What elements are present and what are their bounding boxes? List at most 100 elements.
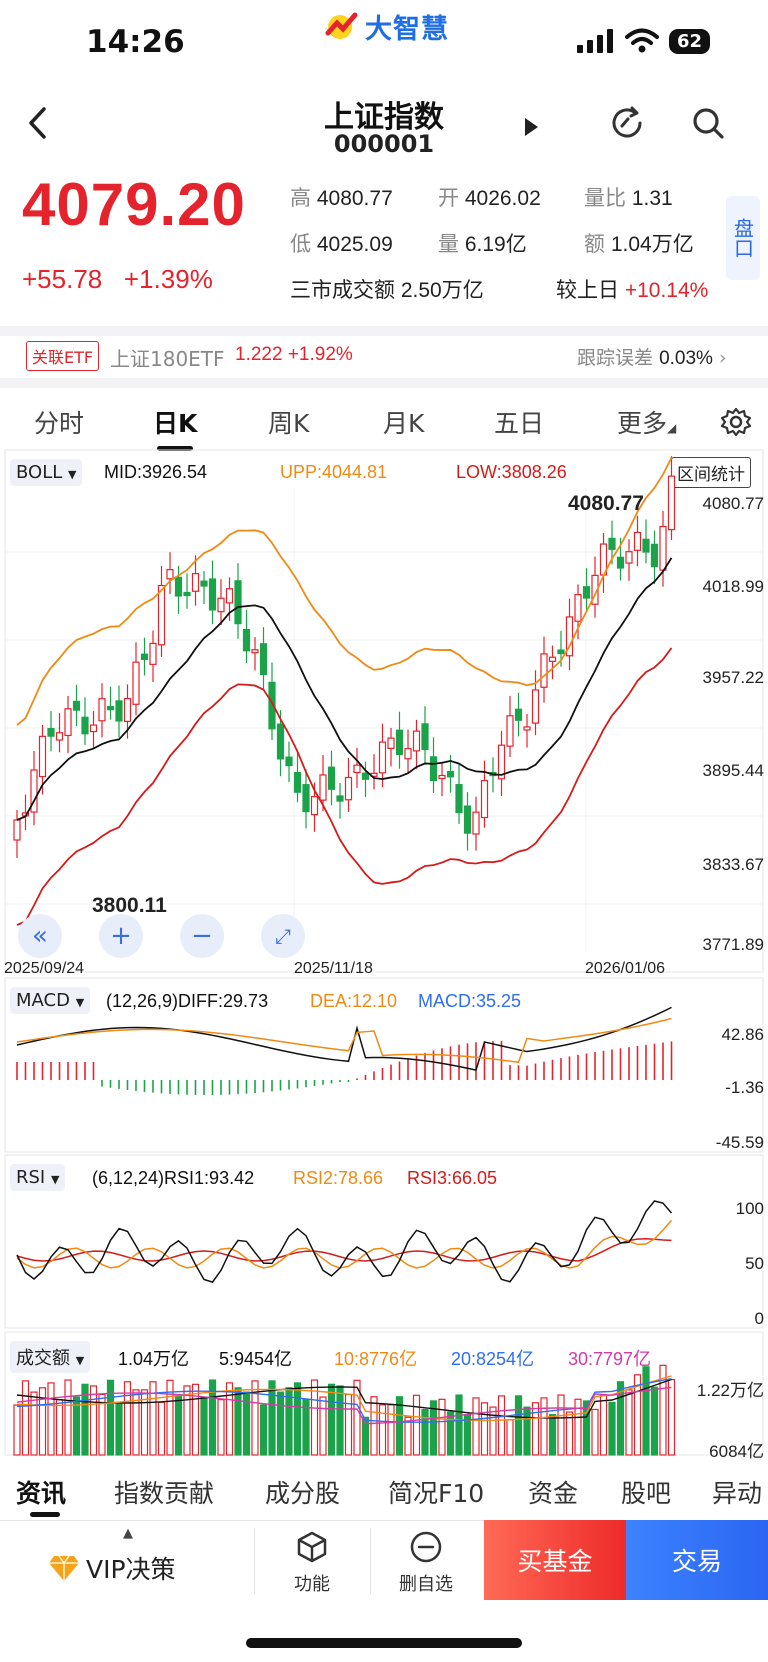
boll-upper-line bbox=[16, 457, 673, 726]
candle-body bbox=[361, 772, 370, 780]
boll-low: LOW:3808.26 bbox=[456, 462, 567, 482]
rsi1-line bbox=[16, 1200, 673, 1283]
rsi-y-tick: 0 bbox=[754, 1309, 764, 1328]
rsi-selector[interactable]: RSI ▼ bbox=[10, 1164, 66, 1191]
candle-body bbox=[208, 578, 217, 611]
candle-body bbox=[429, 756, 438, 782]
tab-more[interactable]: 更多◢ bbox=[617, 409, 677, 438]
candle-body bbox=[378, 741, 387, 774]
candle-body bbox=[540, 653, 548, 688]
turnover-bar bbox=[293, 1382, 302, 1456]
turnover-bar bbox=[123, 1381, 132, 1456]
candle-body bbox=[616, 556, 625, 569]
tab-five-day[interactable]: 五日 bbox=[494, 409, 545, 438]
turnover-bar bbox=[166, 1379, 174, 1456]
scroll-left-button[interactable]: « bbox=[18, 914, 62, 958]
turnover-bar bbox=[251, 1380, 259, 1456]
boll-upp: UPP:4044.81 bbox=[280, 462, 388, 482]
search-icon[interactable] bbox=[691, 106, 727, 142]
candle-body bbox=[242, 628, 251, 652]
candle-body bbox=[633, 531, 642, 551]
tab-monthly-k[interactable]: 月K bbox=[383, 409, 425, 438]
candle-body bbox=[149, 642, 157, 665]
expand-up-icon[interactable]: ▲ bbox=[123, 1526, 133, 1541]
back-icon[interactable] bbox=[26, 106, 50, 140]
turnover-bar bbox=[200, 1396, 208, 1456]
candle-body bbox=[353, 764, 361, 774]
candle-body bbox=[157, 584, 166, 646]
candle-body bbox=[582, 586, 591, 599]
zoom-in-button[interactable]: + bbox=[99, 914, 143, 958]
macd-dea: DEA:12.10 bbox=[310, 991, 398, 1011]
rsi3: RSI3:66.05 bbox=[407, 1168, 498, 1188]
candle-body bbox=[115, 700, 123, 722]
tab-index-contribution[interactable]: 指数贡献 bbox=[114, 1479, 215, 1508]
macd-selector[interactable]: MACD ▼ bbox=[10, 987, 91, 1014]
tab-forum[interactable]: 股吧 bbox=[621, 1479, 672, 1508]
macd-y-tick: -1.36 bbox=[725, 1078, 764, 1097]
refresh-icon[interactable] bbox=[608, 104, 646, 142]
stat-amount: 额 1.04万亿 bbox=[584, 233, 694, 256]
tab-constituents[interactable]: 成分股 bbox=[265, 1479, 341, 1508]
candle-body bbox=[514, 708, 523, 721]
tab-weekly-k[interactable]: 周K bbox=[268, 409, 310, 438]
tab-news[interactable]: 资讯 bbox=[16, 1479, 67, 1508]
function-button[interactable]: 功能 bbox=[290, 1530, 334, 1596]
settings-icon[interactable] bbox=[721, 407, 751, 437]
turnover-bar bbox=[285, 1387, 293, 1456]
turnover-bar bbox=[446, 1411, 455, 1456]
pankou-button[interactable]: 盘口 bbox=[726, 196, 760, 280]
battery-icon: 62 bbox=[668, 28, 710, 54]
turnover-total: 1.04万亿 bbox=[118, 1349, 190, 1369]
turnover-bar bbox=[531, 1402, 540, 1456]
tracking-error[interactable]: 跟踪误差 0.03% › bbox=[577, 347, 727, 369]
buy-fund-button[interactable]: 买基金 bbox=[484, 1520, 626, 1600]
etf-name[interactable]: 上证180ETF bbox=[110, 347, 225, 371]
tab-fund-flow[interactable]: 资金 bbox=[528, 1479, 579, 1508]
candle-body bbox=[302, 784, 310, 813]
turnover-ma5: 5:9454亿 bbox=[219, 1349, 293, 1369]
min-price-label: 3800.11 bbox=[92, 894, 167, 917]
tab-daily-k[interactable]: 日K bbox=[153, 409, 198, 438]
turnover-ma30: 30:7797亿 bbox=[568, 1349, 652, 1369]
candle-body bbox=[191, 573, 200, 592]
tab-intraday[interactable]: 分时 bbox=[34, 409, 85, 438]
candle-body bbox=[234, 580, 242, 625]
boll-mid-line bbox=[16, 557, 673, 821]
trade-button[interactable]: 交易 bbox=[626, 1520, 768, 1600]
remove-watchlist-button[interactable]: 删自选 bbox=[396, 1530, 456, 1596]
macd-y-tick: -45.59 bbox=[715, 1133, 764, 1152]
turnover-bar bbox=[132, 1389, 140, 1456]
candle-body bbox=[310, 796, 319, 816]
turnover-bar bbox=[157, 1401, 166, 1456]
boll-selector[interactable]: BOLL ▼ bbox=[10, 459, 83, 486]
vip-decision-button[interactable]: VIP决策 bbox=[48, 1550, 176, 1586]
turnover-bar bbox=[438, 1398, 446, 1456]
turnover-y-tick: 1.22万亿 bbox=[696, 1381, 764, 1400]
turnover-bar bbox=[13, 1404, 21, 1456]
candle-body bbox=[506, 715, 514, 747]
stock-charts[interactable] bbox=[0, 0, 768, 1460]
candle-body bbox=[259, 643, 268, 676]
turnover-bar bbox=[395, 1396, 404, 1456]
tab-profile-f10[interactable]: 简况F10 bbox=[388, 1479, 485, 1508]
candle-body bbox=[13, 819, 21, 841]
turnover-y-tick: 6084亿 bbox=[709, 1442, 764, 1461]
next-stock-icon[interactable] bbox=[523, 117, 539, 137]
candle-body bbox=[336, 795, 344, 802]
turnover-bar bbox=[616, 1381, 625, 1456]
status-icons: 62 bbox=[576, 28, 710, 54]
candle-body bbox=[183, 591, 191, 597]
turnover-bar bbox=[21, 1380, 30, 1456]
logo-icon bbox=[325, 12, 358, 39]
turnover-bar bbox=[234, 1387, 242, 1456]
tab-abnormal[interactable]: 异动 bbox=[712, 1479, 763, 1508]
turnover-selector[interactable]: 成交额 ▼ bbox=[10, 1341, 91, 1373]
candle-body bbox=[293, 772, 302, 793]
dropdown-icon: ▼ bbox=[75, 1354, 85, 1367]
turnover-bar bbox=[455, 1394, 463, 1456]
zoom-out-button[interactable]: − bbox=[180, 914, 224, 958]
macd-diff-line bbox=[16, 1006, 672, 1071]
candle-body bbox=[123, 698, 132, 722]
fullscreen-button[interactable]: ⤢ bbox=[261, 914, 305, 958]
